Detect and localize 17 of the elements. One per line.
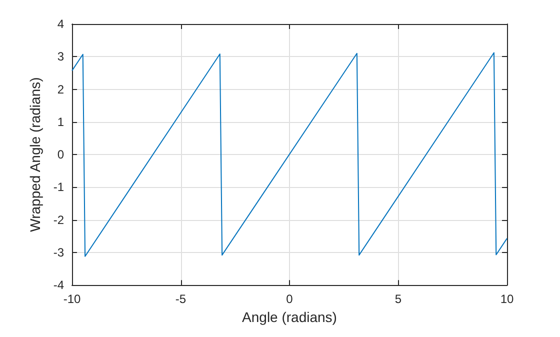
y-tick-label: -3	[53, 245, 64, 260]
line-series	[72, 52, 508, 257]
y-axis-title: Wrapped Angle (radians)	[27, 77, 43, 232]
x-tick-label: 10	[500, 292, 514, 306]
y-tick-label: 2	[57, 82, 64, 96]
x-tick-label: 5	[394, 292, 402, 306]
y-tick-label: -1	[53, 180, 64, 194]
y-tick-label: 1	[57, 114, 64, 129]
x-tick-label: 0	[286, 292, 294, 306]
x-axis-title: Angle (radians)	[242, 309, 337, 325]
x-tick-label: -5	[175, 292, 186, 306]
y-tick-label: 4	[57, 17, 64, 31]
y-tick-label: -2	[53, 212, 64, 227]
y-tick-label: -4	[53, 278, 64, 292]
y-tick-label: 3	[57, 50, 64, 64]
x-tick-label: -10	[63, 292, 81, 306]
y-tick-label: 0	[57, 148, 64, 162]
